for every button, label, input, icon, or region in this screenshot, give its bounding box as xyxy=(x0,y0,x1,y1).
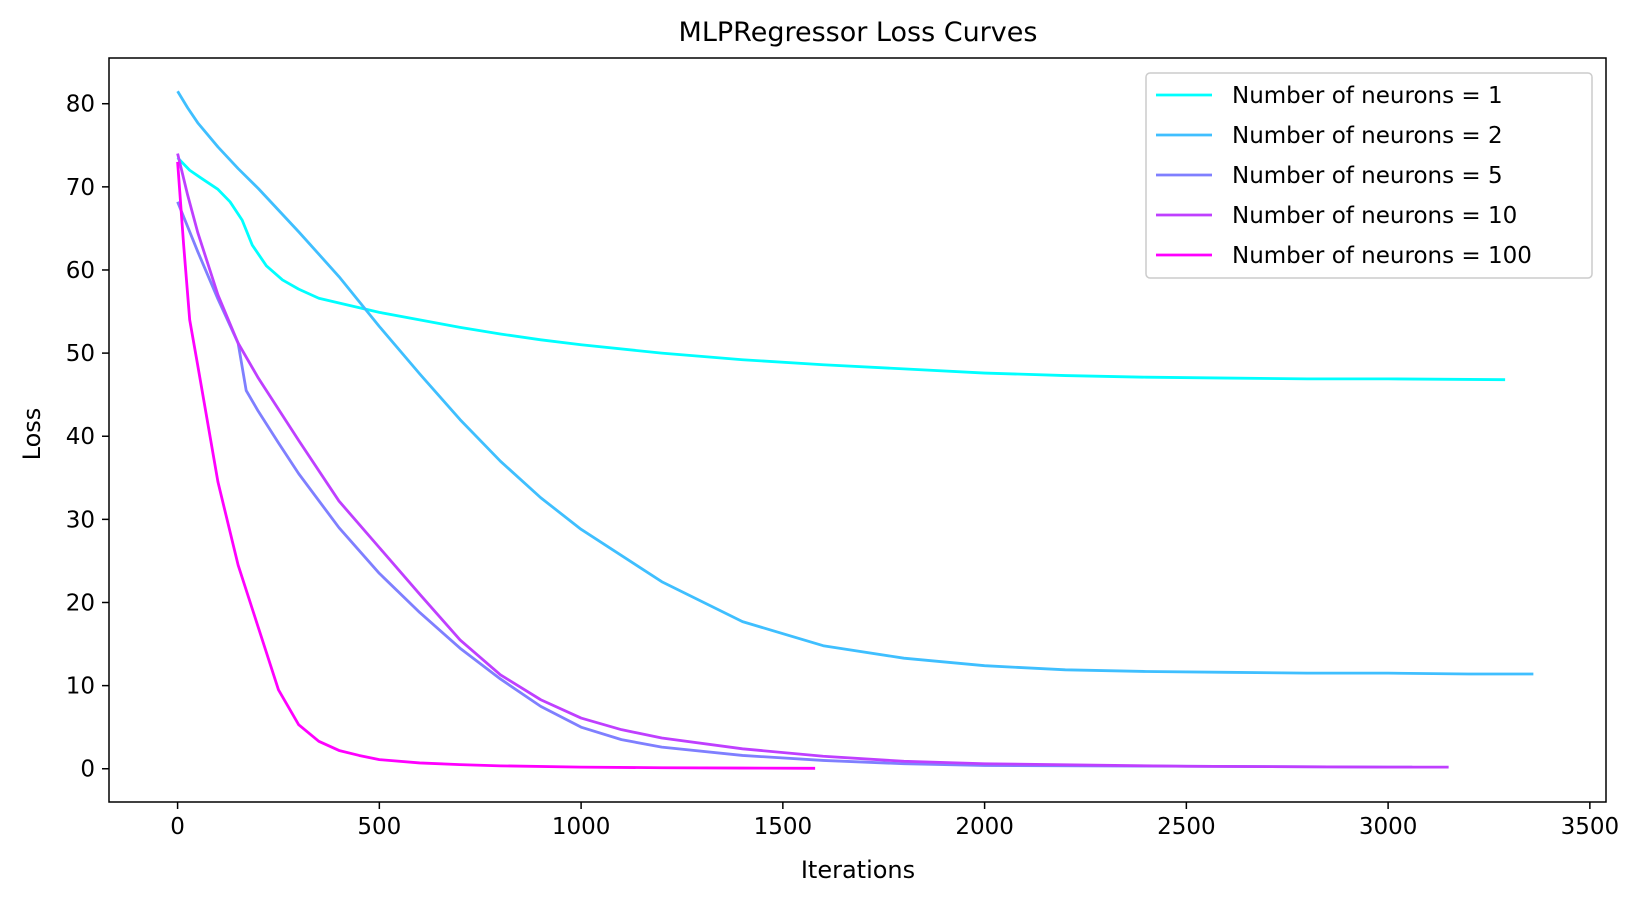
y-tick-label: 80 xyxy=(66,92,95,118)
y-tick-label: 20 xyxy=(66,590,95,616)
x-axis-ticks: 0 500 1000 1500 2000 2500 3000 3500 xyxy=(170,802,1619,840)
series-line-5 xyxy=(176,161,816,770)
y-tick-label: 60 xyxy=(66,258,95,284)
legend-label-1: Number of neurons = 1 xyxy=(1232,83,1503,109)
y-tick-label: 70 xyxy=(66,175,95,201)
x-tick-label: 0 xyxy=(170,814,185,840)
legend-label-5: Number of neurons = 100 xyxy=(1232,243,1532,269)
y-tick-label: 30 xyxy=(66,507,95,533)
y-tick-label: 40 xyxy=(66,424,95,450)
y-axis-label: Loss xyxy=(18,408,46,461)
x-tick-label: 1000 xyxy=(552,814,611,840)
chart-title: MLPRegressor Loss Curves xyxy=(679,17,1038,48)
y-tick-label: 50 xyxy=(66,341,95,367)
x-tick-label: 1500 xyxy=(754,814,813,840)
series-line-4 xyxy=(176,153,1449,769)
legend-box xyxy=(1145,72,1593,279)
x-tick-label: 3500 xyxy=(1561,814,1620,840)
legend-label-2: Number of neurons = 2 xyxy=(1232,123,1503,149)
y-tick-label: 10 xyxy=(66,674,95,700)
legend-label-4: Number of neurons = 10 xyxy=(1232,203,1517,229)
x-tick-label: 2000 xyxy=(955,814,1014,840)
plot-area-frame xyxy=(108,57,1607,803)
x-tick-label: 500 xyxy=(357,814,401,840)
series-layer xyxy=(176,90,1534,770)
x-axis-label: Iterations xyxy=(801,856,915,884)
y-axis-ticks: 0 10 20 30 40 50 60 70 80 xyxy=(66,92,109,783)
legend-label-3: Number of neurons = 5 xyxy=(1232,163,1503,189)
series-line-2 xyxy=(176,90,1534,676)
series-line-1 xyxy=(176,156,1506,382)
legend: Number of neurons = 1 Number of neurons =… xyxy=(1145,72,1593,279)
x-tick-label: 3000 xyxy=(1359,814,1418,840)
y-tick-label: 0 xyxy=(80,757,95,783)
x-tick-label: 2500 xyxy=(1157,814,1216,840)
